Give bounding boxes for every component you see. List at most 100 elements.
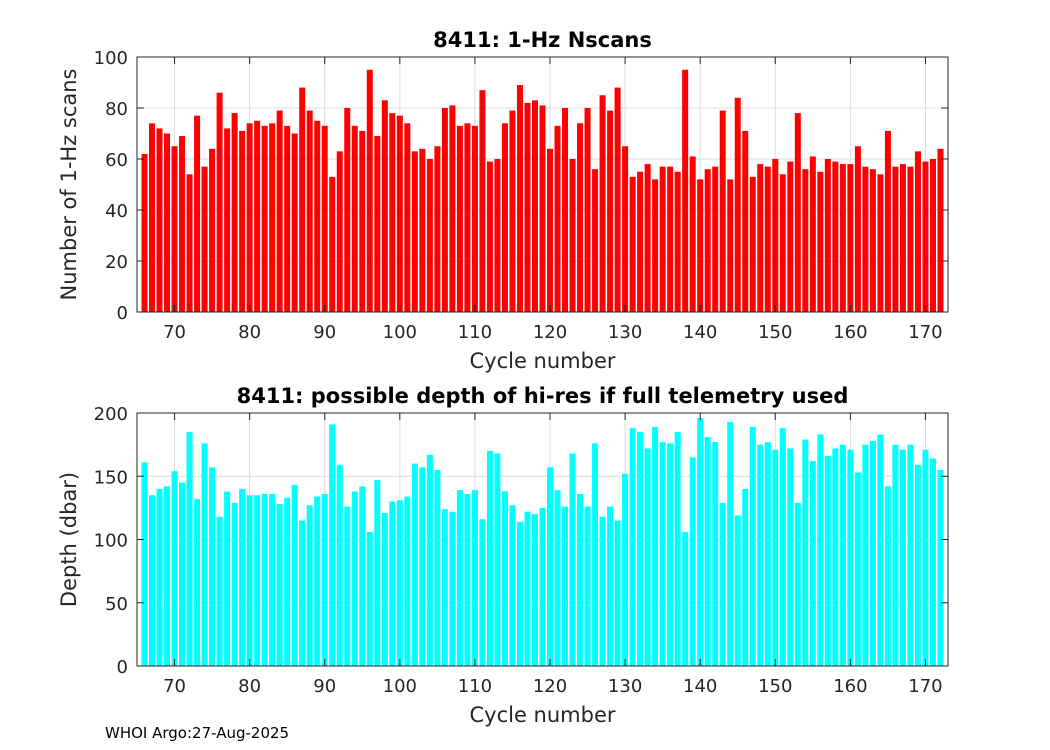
bar-cycle-88 xyxy=(306,110,313,312)
bar-cycle-99 xyxy=(389,113,396,312)
bar-cycle-95 xyxy=(359,130,366,312)
bar-cycle-78 xyxy=(231,502,238,666)
bar-cycle-68 xyxy=(156,128,163,312)
bar-cycle-133 xyxy=(644,164,651,312)
bar-cycle-147 xyxy=(749,426,756,666)
chart-panel-1: 70 80 90 100 110 120 130 140 150 160 170 0 20 40 60 80 1… xyxy=(57,28,949,373)
bar-cycle-156 xyxy=(817,434,824,666)
bar-cycle-93 xyxy=(344,108,351,312)
bar-cycle-88 xyxy=(306,505,313,666)
bar-cycle-117 xyxy=(524,102,531,313)
bar-cycle-134 xyxy=(652,179,659,312)
bar-cycle-120 xyxy=(547,148,554,312)
bar-cycle-84 xyxy=(276,504,283,666)
bar-cycle-69 xyxy=(164,486,171,666)
bar-cycle-124 xyxy=(577,493,584,666)
bar-cycle-151 xyxy=(779,174,786,312)
bar-cycle-107 xyxy=(449,105,456,312)
bar-cycle-166 xyxy=(892,166,899,312)
x-tick-label: 170 xyxy=(908,676,942,697)
bar-cycle-168 xyxy=(907,444,914,666)
bar-cycle-70 xyxy=(171,146,178,312)
bar-cycle-98 xyxy=(381,100,388,312)
bar-cycle-150 xyxy=(772,449,779,666)
x-tick-label: 100 xyxy=(383,676,417,697)
bar-cycle-89 xyxy=(314,496,321,666)
bar-cycle-142 xyxy=(712,442,719,666)
bar-cycle-110 xyxy=(471,490,478,666)
bar-cycle-82 xyxy=(261,125,268,312)
bar-cycle-120 xyxy=(547,467,554,666)
bar-cycle-75 xyxy=(209,148,216,312)
bar-cycle-161 xyxy=(854,146,861,312)
bar-cycle-141 xyxy=(704,169,711,312)
bar-cycle-164 xyxy=(877,434,884,666)
x-tick-label: 170 xyxy=(908,322,942,343)
x-tick-label: 80 xyxy=(238,676,261,697)
bar-cycle-92 xyxy=(336,464,343,666)
bar-cycle-72 xyxy=(186,174,193,312)
bar-cycle-112 xyxy=(486,450,493,666)
bar-cycle-125 xyxy=(584,108,591,312)
bar-cycle-96 xyxy=(366,69,373,312)
bar-cycle-74 xyxy=(201,443,208,666)
bar-cycle-117 xyxy=(524,511,531,666)
chart-title: 8411: possible depth of hi-res if full t… xyxy=(237,384,849,408)
bar-cycle-89 xyxy=(314,120,321,312)
x-tick-label: 80 xyxy=(238,322,261,343)
bar-cycle-150 xyxy=(772,159,779,312)
bar-cycle-160 xyxy=(847,164,854,312)
bar-cycle-172 xyxy=(937,148,944,312)
bar-cycle-154 xyxy=(802,169,809,312)
bar-cycle-111 xyxy=(479,519,486,666)
bar-cycle-77 xyxy=(224,128,231,312)
x-tick-label: 140 xyxy=(683,322,717,343)
bar-cycle-166 xyxy=(892,444,899,666)
bar-cycle-162 xyxy=(862,444,869,666)
y-tick-label: 40 xyxy=(105,201,128,222)
y-tick-label: 0 xyxy=(117,657,128,678)
bar-cycle-159 xyxy=(839,444,846,666)
bar-cycle-90 xyxy=(321,493,328,666)
bar-cycle-109 xyxy=(464,493,471,666)
bar-cycle-156 xyxy=(817,171,824,312)
bar-cycle-155 xyxy=(809,461,816,666)
bar-cycle-100 xyxy=(396,500,403,666)
bar-cycle-97 xyxy=(374,136,381,312)
bar-cycle-132 xyxy=(637,171,644,312)
bar-cycle-167 xyxy=(899,449,906,666)
bar-cycle-105 xyxy=(434,469,441,666)
footer-credit: WHOI Argo:27-Aug-2025 xyxy=(105,724,290,742)
y-tick-label: 60 xyxy=(105,150,128,171)
bar-cycle-122 xyxy=(562,506,569,666)
bar-cycle-130 xyxy=(622,473,629,666)
bar-cycle-158 xyxy=(832,161,839,312)
bar-cycle-170 xyxy=(922,449,929,666)
bar-cycle-94 xyxy=(351,491,358,666)
bar-cycle-80 xyxy=(246,123,253,312)
bar-cycle-106 xyxy=(441,509,448,666)
bar-cycle-111 xyxy=(479,90,486,313)
bar-cycle-110 xyxy=(471,125,478,312)
bar-cycle-163 xyxy=(869,169,876,312)
bar-cycle-77 xyxy=(224,491,231,666)
bar-cycle-164 xyxy=(877,174,884,312)
bar-cycle-161 xyxy=(854,472,861,666)
bar-cycle-104 xyxy=(426,454,433,666)
bar-cycle-66 xyxy=(141,462,148,666)
bar-cycle-100 xyxy=(396,115,403,313)
bar-cycle-108 xyxy=(456,125,463,312)
chart-title: 8411: 1-Hz Nscans xyxy=(433,28,652,52)
bar-cycle-121 xyxy=(554,490,561,666)
bar-cycle-67 xyxy=(149,495,156,666)
bar-cycle-76 xyxy=(216,92,223,312)
bar-cycle-138 xyxy=(682,531,689,666)
bar-cycle-115 xyxy=(509,505,516,666)
y-tick-label: 20 xyxy=(105,252,128,273)
bar-cycle-127 xyxy=(599,95,606,312)
bar-cycle-114 xyxy=(501,123,508,312)
x-tick-label: 110 xyxy=(458,322,492,343)
bar-cycle-163 xyxy=(869,440,876,666)
bar-cycle-67 xyxy=(149,123,156,312)
bar-cycle-130 xyxy=(622,146,629,312)
